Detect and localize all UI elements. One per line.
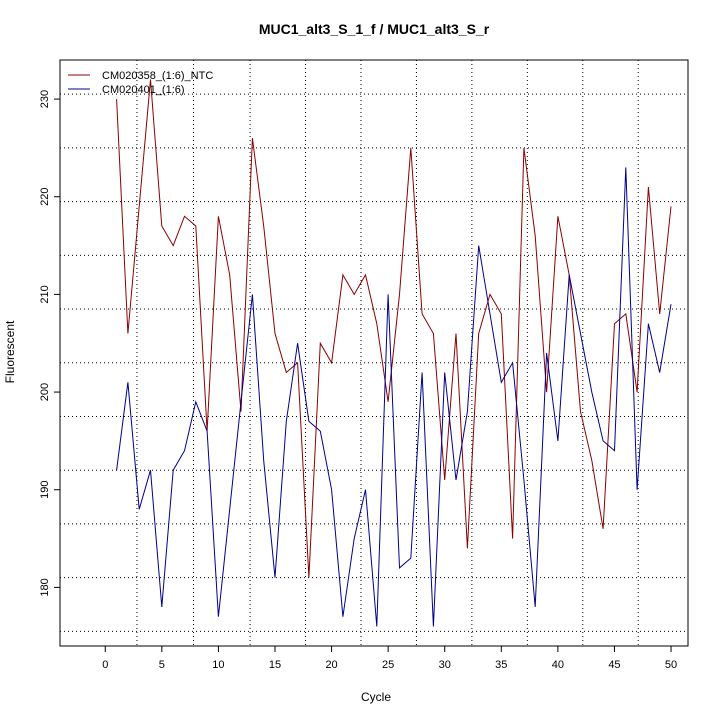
axis-layer: 0 5 10 15 20 25 30 35 40 45 50 180 190 200 210 220 230 xyxy=(39,90,677,671)
legend: CM020358_(1:6)_NTC CM020401_(1:6) xyxy=(68,70,213,96)
series-line-2 xyxy=(116,167,672,627)
x-tick-label: 50 xyxy=(665,659,677,671)
x-tick-label: 35 xyxy=(495,659,507,671)
x-axis-label: Cycle xyxy=(361,690,391,704)
grid-layer xyxy=(60,60,688,646)
x-tick-label: 5 xyxy=(159,659,165,671)
x-tick-label: 20 xyxy=(325,659,337,671)
x-tick-label: 0 xyxy=(102,659,108,671)
legend-label-2: CM020401_(1:6) xyxy=(102,84,185,96)
y-axis-label: Fluorescent xyxy=(3,320,17,383)
legend-label-1: CM020358_(1:6)_NTC xyxy=(102,70,213,82)
x-tick-label: 45 xyxy=(608,659,620,671)
x-tick-label: 40 xyxy=(552,659,564,671)
x-tick-label: 15 xyxy=(269,659,281,671)
y-tick-label: 210 xyxy=(39,285,51,303)
x-tick-label: 10 xyxy=(212,659,224,671)
y-tick-label: 230 xyxy=(39,90,51,108)
y-tick-label: 190 xyxy=(39,481,51,499)
series-layer xyxy=(116,79,672,627)
chart-title: MUC1_alt3_S_1_f / MUC1_alt3_S_r xyxy=(259,21,490,37)
x-tick-label: 25 xyxy=(382,659,394,671)
series-line-1 xyxy=(116,79,672,578)
plot-frame xyxy=(59,59,689,647)
y-tick-label: 180 xyxy=(39,578,51,596)
y-tick-label: 200 xyxy=(39,383,51,401)
x-tick-label: 30 xyxy=(439,659,451,671)
y-tick-label: 220 xyxy=(39,188,51,206)
